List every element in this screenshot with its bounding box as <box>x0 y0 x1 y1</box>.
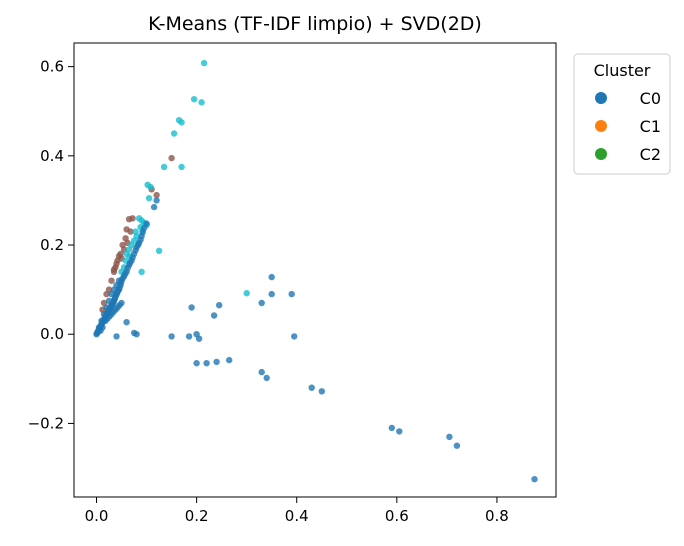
scatter-point <box>263 374 270 382</box>
scatter-point <box>308 384 315 391</box>
y-tick-label: −0.2 <box>28 414 64 432</box>
x-tick-label: 0.4 <box>285 507 309 525</box>
scatter-point <box>103 290 110 298</box>
legend: Cluster C0 C1 C2 <box>573 53 671 175</box>
scatter-point <box>124 265 131 272</box>
scatter-point <box>127 228 134 235</box>
scatter-point <box>115 277 123 284</box>
legend-marker <box>595 148 607 160</box>
scatter-point <box>150 203 158 211</box>
scatter-point <box>153 191 160 199</box>
scatter-point <box>113 333 120 340</box>
scatter-point <box>531 476 538 483</box>
legend-box <box>573 53 671 175</box>
scatter-point <box>318 388 325 395</box>
scatter-point <box>135 215 143 222</box>
scatter-point <box>138 268 145 275</box>
scatter-point <box>178 163 185 171</box>
scatter-point <box>105 297 113 304</box>
scatter-point <box>453 442 461 449</box>
scatter-point <box>213 358 220 366</box>
scatter-point <box>147 183 154 191</box>
scatter-point <box>168 333 175 340</box>
scatter-point <box>140 224 148 232</box>
scatter-point <box>198 99 205 106</box>
points-layer <box>93 59 538 483</box>
scatter-point <box>123 319 130 326</box>
scatter-point <box>126 259 134 267</box>
scatter-point <box>132 247 139 254</box>
scatter-point <box>388 424 395 432</box>
scatter-point <box>185 333 193 340</box>
scatter-point <box>115 253 123 260</box>
scatter-point <box>134 241 142 249</box>
scatter-point <box>268 273 275 281</box>
ticks-layer: 0.0 0.2 0.4 0.6 0.8 −0.2 0.0 0.2 0.4 0.6 <box>28 58 509 525</box>
scatter-point <box>130 329 138 337</box>
x-tick-label: 0.8 <box>485 507 509 525</box>
scatter-point <box>446 433 453 440</box>
scatter-point <box>153 197 160 204</box>
scatter-point <box>121 270 129 278</box>
scatter-point <box>258 299 265 307</box>
scatter-point <box>168 154 175 162</box>
legend-label: C2 <box>640 145 661 164</box>
legend-marker <box>595 92 607 104</box>
scatter-point <box>190 96 198 103</box>
scatter-point <box>118 299 125 307</box>
scatter-point <box>137 236 144 243</box>
scatter-point <box>129 254 136 261</box>
legend-label: C0 <box>640 89 661 108</box>
y-tick-label: 0.6 <box>40 58 64 76</box>
scatter-point <box>170 130 178 137</box>
scatter-point <box>210 312 218 319</box>
scatter-point <box>396 428 403 435</box>
scatter-point <box>203 360 210 367</box>
legend-title: Cluster <box>594 61 651 80</box>
scatter-point <box>288 290 295 298</box>
scatter-point <box>226 356 233 364</box>
x-tick-label: 0.0 <box>85 507 109 525</box>
scatter-point <box>160 163 168 171</box>
scatter-point <box>103 304 110 311</box>
scatter-point <box>178 119 185 126</box>
scatter-point <box>108 277 115 284</box>
plot-frame <box>73 42 557 498</box>
y-tick-label: 0.2 <box>40 236 64 254</box>
chart-title: K-Means (TF-IDF limpio) + SVD(2D) <box>148 13 482 35</box>
scatter-point <box>193 360 200 367</box>
scatter-point <box>243 290 250 297</box>
x-tick-label: 0.2 <box>185 507 209 525</box>
scatter-point <box>132 228 139 235</box>
scatter-point <box>155 247 163 254</box>
scatter-point <box>97 327 104 334</box>
scatter-point <box>268 290 275 298</box>
y-tick-label: 0.4 <box>40 147 64 165</box>
scatter-point <box>188 304 195 311</box>
scatter-point <box>258 368 265 376</box>
legend-marker <box>595 120 607 132</box>
y-tick-label: 0.0 <box>40 325 64 343</box>
scatter-point <box>195 335 203 342</box>
scatter-point <box>145 195 153 202</box>
scatter-point <box>129 215 136 222</box>
scatter-point <box>216 302 223 309</box>
legend-entries: C0 C1 C2 <box>595 89 661 164</box>
scatter-point <box>291 333 298 340</box>
legend-label: C1 <box>640 117 661 136</box>
x-tick-label: 0.6 <box>385 507 409 525</box>
scatter-point <box>110 266 118 273</box>
scatter-point <box>200 59 208 67</box>
scatter-point <box>100 311 108 318</box>
